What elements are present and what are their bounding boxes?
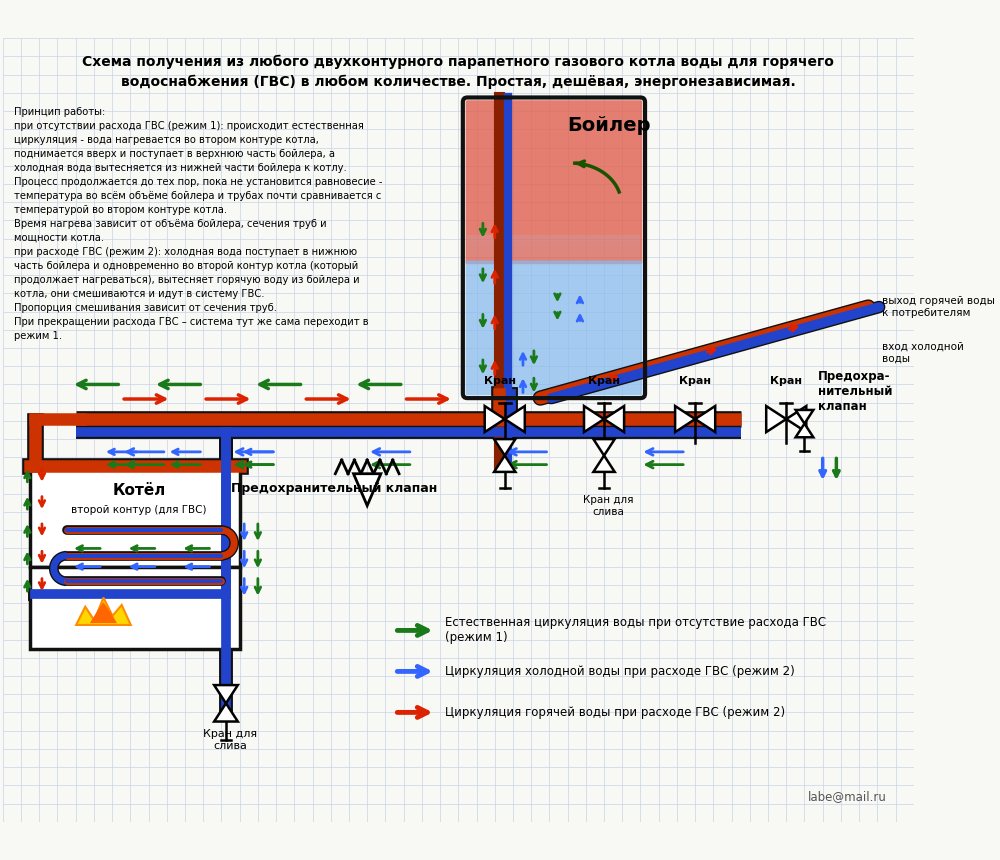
Polygon shape [76, 598, 131, 625]
Polygon shape [796, 410, 813, 424]
Text: Циркуляция горячей воды при расходе ГВС (режим 2): Циркуляция горячей воды при расходе ГВС … [445, 706, 785, 719]
FancyBboxPatch shape [466, 261, 642, 396]
Polygon shape [494, 456, 515, 472]
Text: выход горячей воды
к потребителям: выход горячей воды к потребителям [882, 296, 995, 318]
Text: Кран для
слива: Кран для слива [203, 729, 258, 751]
Text: водоснабжения (ГВС) в любом количестве. Простая, дешёвая, энергонезависимая.: водоснабжения (ГВС) в любом количестве. … [121, 75, 796, 89]
Polygon shape [695, 406, 715, 432]
Polygon shape [796, 424, 813, 437]
Polygon shape [354, 474, 381, 506]
Text: Бойлер: Бойлер [567, 116, 650, 135]
Polygon shape [593, 439, 615, 456]
Text: Кран для
слива: Кран для слива [583, 495, 634, 517]
Text: Предохра-
нительный
клапан: Предохра- нительный клапан [818, 370, 893, 413]
Polygon shape [584, 406, 604, 432]
Text: Кран: Кран [770, 377, 802, 386]
FancyBboxPatch shape [466, 101, 642, 264]
Text: Схема получения из любого двухконтурного парапетного газового котла воды для гор: Схема получения из любого двухконтурного… [82, 55, 834, 69]
Text: Принцип работы:
при отсутствии расхода ГВС (режим 1): происходит естественная
ци: Принцип работы: при отсутствии расхода Г… [14, 107, 382, 341]
Polygon shape [90, 602, 117, 624]
Polygon shape [786, 406, 806, 432]
Text: Котёл: Котёл [112, 482, 166, 498]
Bar [30, 567, 240, 648]
Text: Кран: Кран [484, 377, 516, 386]
Polygon shape [214, 685, 238, 703]
Bar [467, 235, 640, 241]
Polygon shape [214, 703, 238, 722]
Text: Кран: Кран [679, 377, 711, 386]
Polygon shape [494, 439, 515, 456]
Polygon shape [505, 406, 525, 432]
Polygon shape [485, 406, 505, 432]
Bar [30, 466, 240, 567]
Polygon shape [593, 456, 615, 472]
Bar [467, 246, 640, 251]
Text: Предохранительный клапан: Предохранительный клапан [231, 482, 437, 495]
Text: второй контур (для ГВС): второй контур (для ГВС) [71, 505, 207, 514]
Bar [467, 257, 640, 262]
Text: labe@mail.ru: labe@mail.ru [808, 790, 886, 803]
Text: Кран: Кран [588, 377, 620, 386]
Bar [467, 251, 640, 257]
Polygon shape [604, 406, 624, 432]
Polygon shape [766, 406, 786, 432]
Polygon shape [675, 406, 695, 432]
Bar [467, 241, 640, 246]
Text: вход холодной
воды: вход холодной воды [882, 341, 964, 364]
Text: Циркуляция холодной воды при расходе ГВС (режим 2): Циркуляция холодной воды при расходе ГВС… [445, 665, 794, 678]
Text: Естественная циркуляция воды при отсутствие расхода ГВС
(режим 1): Естественная циркуляция воды при отсутст… [445, 617, 826, 644]
